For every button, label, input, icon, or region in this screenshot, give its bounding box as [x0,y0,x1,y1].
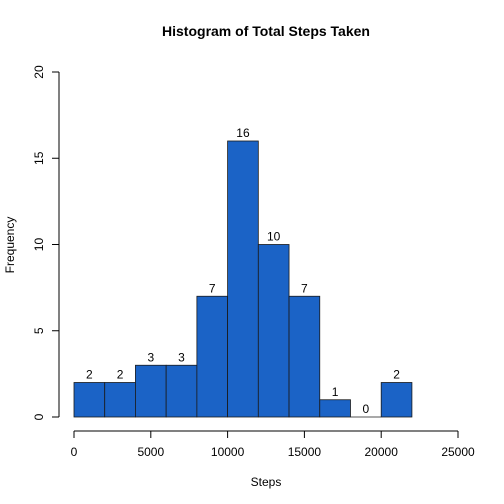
histogram-bar [165,364,198,418]
histogram-bar [104,382,136,418]
y-tick-label: 0 [32,413,46,420]
y-axis-label: Frequency [3,217,17,274]
bar-count-label: 2 [393,368,400,382]
bar-count-label: 2 [86,368,93,382]
histogram-bar [135,364,167,418]
y-tick-label: 5 [32,327,46,334]
bar-count-label: 2 [117,368,124,382]
y-tick-label: 20 [32,65,46,79]
bar-count-label: 16 [236,126,250,140]
bar-count-label: 1 [332,385,339,399]
x-tick-label: 10000 [211,445,245,459]
bar-count-label: 10 [267,230,281,244]
x-tick-label: 0 [71,445,78,459]
chart-title: Histogram of Total Steps Taken [162,23,370,39]
histogram-bar [196,295,229,418]
bar-count-label: 3 [147,350,154,364]
bar-count-label: 7 [301,281,308,295]
histogram-bar [319,399,351,418]
x-axis-label: Steps [251,475,282,489]
x-tick-label: 5000 [137,445,164,459]
bar-count-label: 3 [178,350,185,364]
histogram-bar [227,140,259,418]
histogram-bar [288,295,321,418]
bar-count-label: 7 [209,281,216,295]
histogram-bar [73,382,106,418]
x-tick-label: 15000 [288,445,322,459]
x-tick-label: 25000 [441,445,475,459]
y-tick-label: 10 [32,238,46,252]
bar-count-label: 0 [362,402,369,416]
y-tick-label: 15 [32,151,46,165]
histogram-bar [257,244,290,418]
histogram-bar [380,382,413,418]
x-tick-label: 20000 [365,445,399,459]
